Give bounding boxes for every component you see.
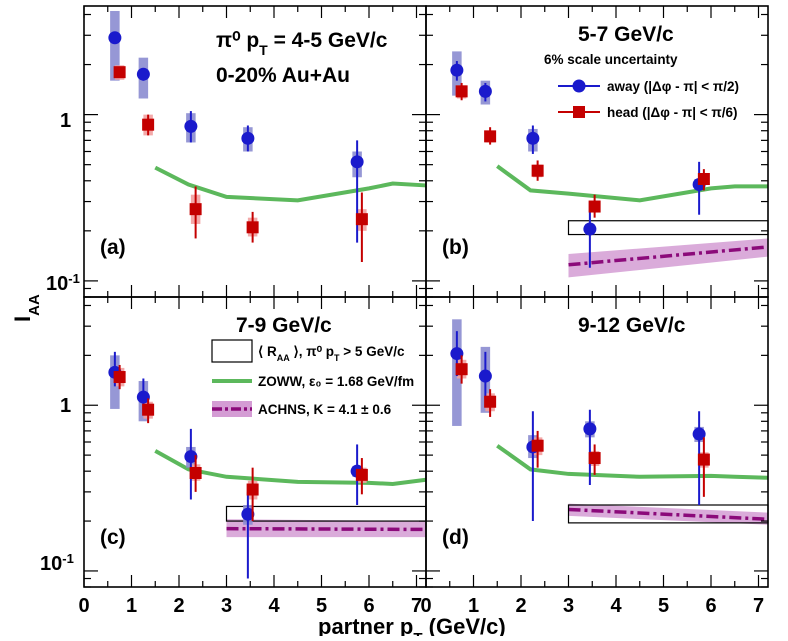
panel-a: π⁰ pT = 4-5 GeV/c 0-20% Au+Au (a) (83, 5, 427, 298)
away-point (692, 427, 706, 441)
achns-band (568, 238, 768, 278)
head-point (588, 452, 601, 465)
panel-c: 7-9 GeV/c (c) (83, 296, 427, 588)
legend-raa-text: ⟨ RAA ⟩, π⁰ pT > 5 GeV/c (258, 344, 405, 363)
away-point (136, 390, 150, 404)
x-tick-label: 0 (420, 595, 431, 617)
head-point (189, 203, 202, 216)
panel-title: 9-12 GeV/c (578, 314, 686, 337)
head-point (484, 130, 497, 143)
head-point (588, 200, 601, 213)
head-point (142, 403, 155, 416)
x-tick-label: 5 (316, 595, 327, 617)
x-tick-label: 1 (126, 595, 137, 617)
head-point (246, 483, 259, 496)
x-axis-label: partner pT (GeV/c) (318, 614, 506, 636)
y-tick-label: 1 (60, 110, 71, 132)
zoww-curve (496, 164, 768, 203)
away-point (478, 369, 492, 383)
head-point (113, 66, 126, 79)
x-tick-label: 0 (78, 595, 89, 617)
away-point (184, 450, 198, 464)
y-axis-label: IAA (10, 294, 43, 322)
head-point (246, 221, 259, 234)
panel-subtitle: 0-20% Au+Au (216, 64, 350, 87)
away-point (108, 31, 122, 45)
panel-title: 5-7 GeV/c (578, 23, 674, 46)
legend-zoww-text: ZOWW, ε₀ = 1.68 GeV/fm (258, 374, 414, 389)
x-tick-label: 1 (468, 595, 479, 617)
away-point (450, 63, 464, 77)
panel-b: 5-7 GeV/c (b) (425, 5, 769, 298)
head-point (531, 164, 544, 177)
head-point (355, 213, 368, 226)
away-point (478, 84, 492, 98)
x-tick-label: 2 (515, 595, 526, 617)
panel-label: (d) (442, 526, 469, 549)
away-point (241, 131, 255, 145)
away-point (350, 155, 364, 169)
zoww-curve (154, 165, 427, 203)
panel-label: (c) (100, 526, 126, 549)
x-tick-label: 3 (221, 595, 232, 617)
achns-line (226, 526, 427, 532)
away-point (184, 119, 198, 133)
x-tick-label: 6 (705, 595, 716, 617)
legend-head-marker (573, 106, 585, 118)
x-tick-label: 4 (610, 595, 622, 617)
panel-label: (a) (100, 236, 126, 259)
achns-line (568, 507, 769, 522)
x-tick-label: 6 (363, 595, 374, 617)
x-tick-label: 3 (563, 595, 574, 617)
raa-box (567, 220, 769, 236)
x-tick-label: 2 (173, 595, 184, 617)
head-point (455, 363, 468, 376)
away-point (583, 222, 597, 236)
legend-raa-box (211, 339, 253, 363)
panel-title: π⁰ pT = 4-5 GeV/c (216, 29, 388, 58)
head-point (531, 439, 544, 452)
legend-away-marker (572, 79, 586, 93)
away-point (241, 507, 255, 521)
panel-frame (83, 296, 427, 588)
panel-frame (425, 296, 769, 588)
head-point (484, 395, 497, 408)
y-tick-label: 10-1 (40, 551, 74, 576)
head-point (113, 371, 126, 384)
head-point (355, 468, 368, 481)
panel-d: 9-12 GeV/c (d) (425, 296, 769, 588)
legend-achns-text: ACHNS, K = 4.1 ± 0.6 (258, 402, 392, 417)
y-tick-label: 1 (60, 395, 71, 417)
zoww-curve (496, 444, 769, 480)
away-point (526, 131, 540, 145)
x-tick-label: 7 (411, 595, 422, 617)
x-tick-label: 4 (268, 595, 280, 617)
away-sys-box (110, 10, 120, 81)
x-tick-label: 7 (753, 595, 764, 617)
head-point (142, 118, 155, 131)
head-point (189, 467, 202, 480)
away-point (136, 67, 150, 81)
head-point (697, 453, 710, 466)
panel-title: 7-9 GeV/c (236, 314, 332, 337)
away-point (583, 422, 597, 436)
raa-box (225, 505, 427, 522)
achns-line (568, 245, 769, 267)
legend-head-text: head (|Δφ - π| < π/6) (607, 105, 737, 120)
y-tick-label: 10-1 (46, 271, 80, 296)
head-point (697, 172, 710, 185)
x-tick-label: 5 (658, 595, 669, 617)
panel-label: (b) (442, 236, 469, 259)
away-point (450, 347, 464, 361)
legend-away-text: away (|Δφ - π| < π/2) (607, 79, 739, 94)
head-point (455, 85, 468, 98)
legend-scale-note: 6% scale uncertainty (544, 52, 678, 67)
zoww-curve (154, 449, 427, 486)
